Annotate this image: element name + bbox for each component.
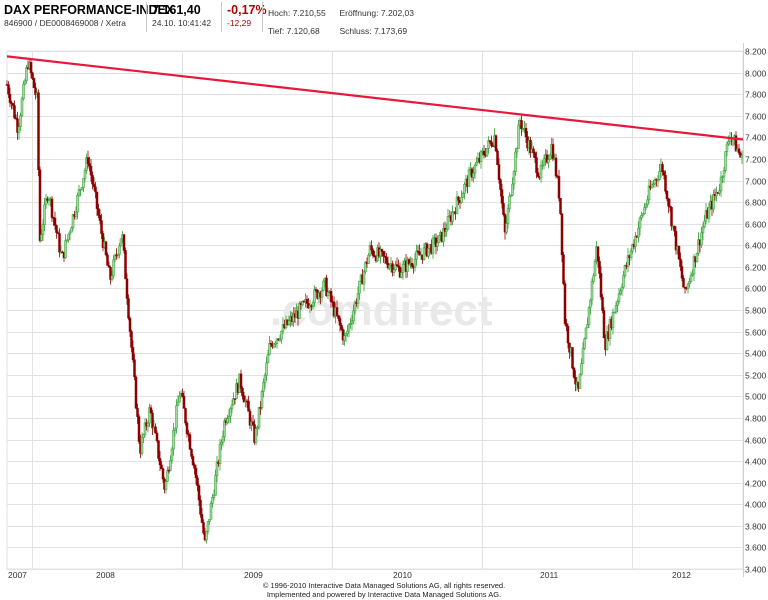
low-value: 7.120,68 <box>286 26 320 36</box>
watermark: .comdirect <box>270 286 493 335</box>
header-divider <box>221 2 222 32</box>
y-tick-label: 6.200 <box>745 263 767 273</box>
high-value: 7.210,55 <box>292 8 326 18</box>
y-tick-label: 7.400 <box>745 133 767 143</box>
y-tick-label: 5.200 <box>745 371 767 381</box>
x-tick-label: 2010 <box>393 570 412 580</box>
y-tick-label: 4.000 <box>745 500 767 510</box>
close-stat: Schluss: 7.173,69 <box>339 25 407 37</box>
price-chart: .comdirect 8.200 8.000 7.800 7.600 7.400 7.20… <box>5 43 767 580</box>
open-stat: Eröffnung: 7.202,03 <box>339 7 414 19</box>
x-tick-label: 2009 <box>244 570 263 580</box>
change-percent: -0,17% <box>227 3 267 17</box>
quote-datetime: 24.10. 10:41:42 <box>152 18 212 28</box>
day-stats: Hoch: 7.210,55 Eröffnung: 7.202,03 Tief:… <box>268 3 414 36</box>
y-tick-label: 6.600 <box>745 220 767 230</box>
change-info: -0,17% -12,29 <box>227 3 267 31</box>
open-value: 7.202,03 <box>380 8 414 18</box>
x-tick-label: 2012 <box>672 570 691 580</box>
y-tick-label: 3.400 <box>745 565 767 575</box>
instrument-title: DAX PERFORMANCE-INDEX <box>4 3 175 17</box>
close-value: 7.173,69 <box>373 26 408 36</box>
y-tick-label: 7.200 <box>745 155 767 165</box>
price-series <box>5 58 744 544</box>
y-axis: 8.200 8.000 7.800 7.600 7.400 7.200 7.000 6.800… <box>743 43 767 577</box>
powered-by-line: Implemented and powered by Interactive D… <box>266 590 502 599</box>
high-stat: Hoch: 7.210,55 <box>268 7 335 19</box>
y-tick-label: 4.600 <box>745 436 767 446</box>
y-tick-label: 5.800 <box>745 306 767 316</box>
header-divider <box>262 2 263 32</box>
x-tick-label: 2011 <box>540 570 559 580</box>
open-label: Eröffnung: <box>339 8 379 18</box>
last-price: 7.161,40 <box>152 3 201 17</box>
y-tick-label: 4.400 <box>745 457 767 467</box>
copyright-line: © 1996-2010 Interactive Data Managed Sol… <box>262 581 506 590</box>
low-label: Tief: <box>268 26 285 36</box>
trendline <box>6 55 744 141</box>
y-tick-label: 7.000 <box>745 177 767 187</box>
change-absolute: -12,29 <box>227 18 252 28</box>
y-tick-label: 7.600 <box>745 112 767 122</box>
y-tick-label: 3.600 <box>745 543 767 553</box>
y-tick-label: 6.000 <box>745 284 767 294</box>
price-info: 7.161,40 24.10. 10:41:42 <box>152 3 211 31</box>
x-tick-label: 2008 <box>96 570 115 580</box>
y-tick-label: 6.400 <box>745 241 767 251</box>
y-tick-label: 8.200 <box>745 47 767 57</box>
y-tick-label: 5.400 <box>745 349 767 359</box>
y-tick-label: 4.800 <box>745 414 767 424</box>
y-tick-label: 7.800 <box>745 90 767 100</box>
instrument-info: DAX PERFORMANCE-INDEX 846900 / DE0008469… <box>4 3 174 31</box>
header-divider <box>146 2 147 32</box>
y-tick-label: 4.200 <box>745 479 767 489</box>
quote-header: DAX PERFORMANCE-INDEX 846900 / DE0008469… <box>0 0 768 36</box>
x-tick-label: 2007 <box>8 570 27 580</box>
y-tick-label: 8.000 <box>745 69 767 79</box>
instrument-identifiers: 846900 / DE0008469008 / Xetra <box>4 18 126 28</box>
high-label: Hoch: <box>268 8 291 18</box>
x-axis: 2007 2008 2009 2010 2011 2012 <box>8 570 691 580</box>
y-tick-label: 5.600 <box>745 328 767 338</box>
y-tick-label: 5.000 <box>745 392 767 402</box>
low-stat: Tief: 7.120,68 <box>268 25 335 37</box>
close-label: Schluss: <box>339 26 372 36</box>
y-tick-label: 3.800 <box>745 522 767 532</box>
y-tick-label: 6.800 <box>745 198 767 208</box>
